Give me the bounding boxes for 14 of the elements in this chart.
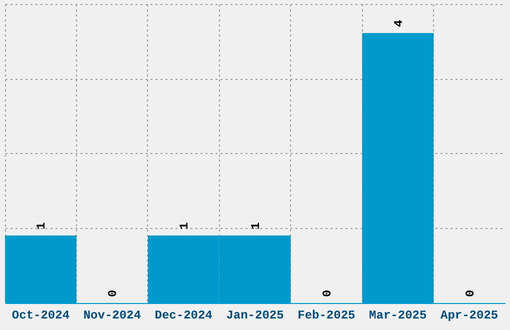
x-tick-label: Jan-2025 xyxy=(226,308,284,322)
data-label: 1 xyxy=(178,222,192,230)
x-tick-label: Feb-2025 xyxy=(298,308,356,322)
data-label: 0 xyxy=(106,290,120,297)
data-label: 1 xyxy=(34,222,49,230)
data-label: 0 xyxy=(320,290,334,297)
data-label: 4 xyxy=(392,20,406,28)
x-tick-label: Dec-2024 xyxy=(154,308,212,322)
data-label: 0 xyxy=(463,290,478,297)
x-tick-label: Oct-2024 xyxy=(12,308,70,322)
x-tick-label: Nov-2024 xyxy=(83,308,141,322)
x-tick-label: Apr-2025 xyxy=(440,308,498,322)
x-tick-label: Mar-2025 xyxy=(369,308,427,322)
data-label: 1 xyxy=(249,222,263,230)
